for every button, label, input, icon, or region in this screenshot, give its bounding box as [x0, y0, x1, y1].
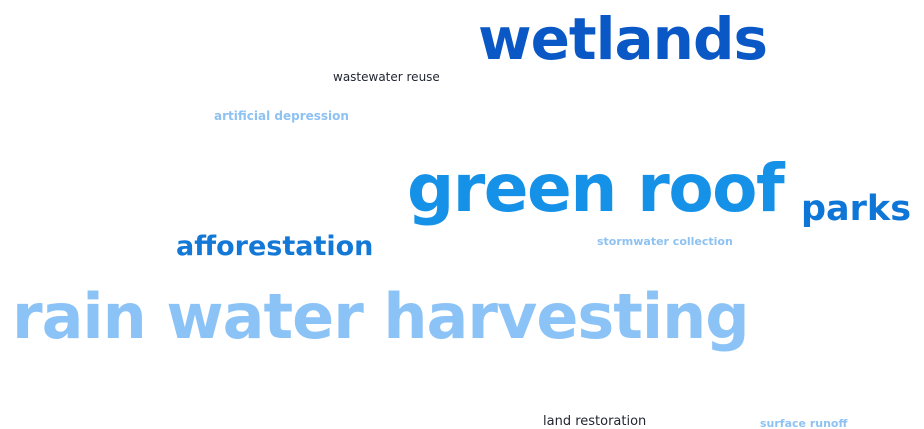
- word-surface-runoff: surface runoff: [760, 417, 848, 429]
- word-parks: parks: [801, 189, 912, 229]
- word-wastewater-reuse: wastewater reuse: [333, 70, 440, 84]
- word-wetlands: wetlands: [478, 5, 768, 73]
- word-green-roof: green roof: [407, 150, 785, 227]
- word-land-restoration: land restoration: [543, 414, 647, 429]
- word-afforestation: afforestation: [176, 231, 374, 262]
- word-rain-water-harvesting: rain water harvesting: [12, 280, 750, 353]
- word-stormwater-collection: stormwater collection: [597, 235, 733, 248]
- word-artificial-depression: artificial depression: [214, 109, 349, 123]
